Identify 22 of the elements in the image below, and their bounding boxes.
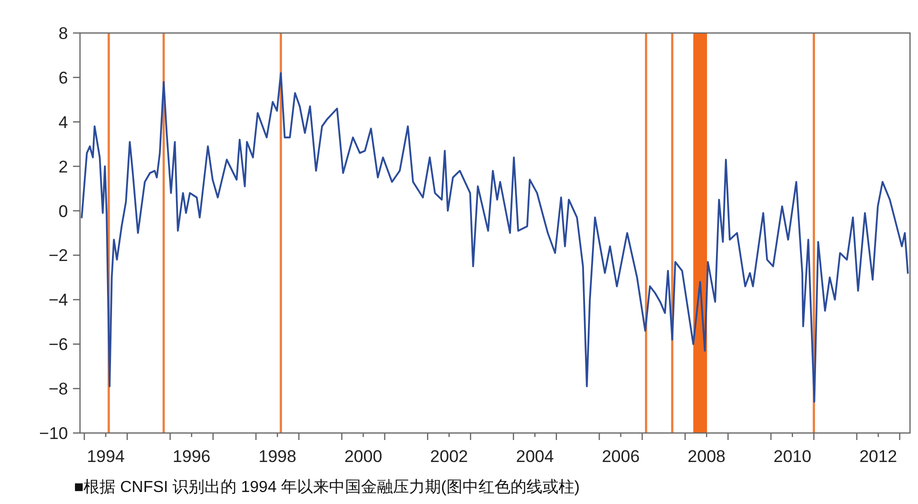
y-tick-label: 8 — [58, 24, 68, 43]
x-tick-label: 2010 — [773, 447, 812, 466]
y-tick-label: −4 — [48, 290, 68, 310]
y-tick-label: −8 — [48, 380, 68, 399]
x-tick-label: 1994 — [86, 447, 125, 466]
y-tick-label: 6 — [58, 68, 68, 88]
line-series — [80, 72, 909, 403]
y-tick-label: −6 — [48, 335, 68, 354]
text: ■根据 CNFSI 识别出的 1994 年以来中国金融压力期(图中红色的线或柱) — [74, 478, 580, 496]
x-tick-label: 2000 — [344, 447, 382, 466]
y-tick-label: 0 — [58, 202, 68, 221]
y-tick-label: 2 — [58, 157, 68, 176]
x-tick-label: 1996 — [172, 447, 210, 466]
y-tick-label: 4 — [58, 112, 68, 132]
x-tick-label: 1998 — [258, 447, 296, 466]
x-tick-label: 2006 — [602, 447, 640, 466]
x-tick-label: 2008 — [688, 447, 726, 466]
x-tick-label: 2004 — [516, 447, 554, 466]
x-tick-label: 2002 — [430, 447, 468, 466]
y-tick-label: −2 — [48, 246, 68, 266]
y-tick-label: −10 — [39, 424, 68, 443]
x-tick-label: 2012 — [859, 447, 898, 466]
